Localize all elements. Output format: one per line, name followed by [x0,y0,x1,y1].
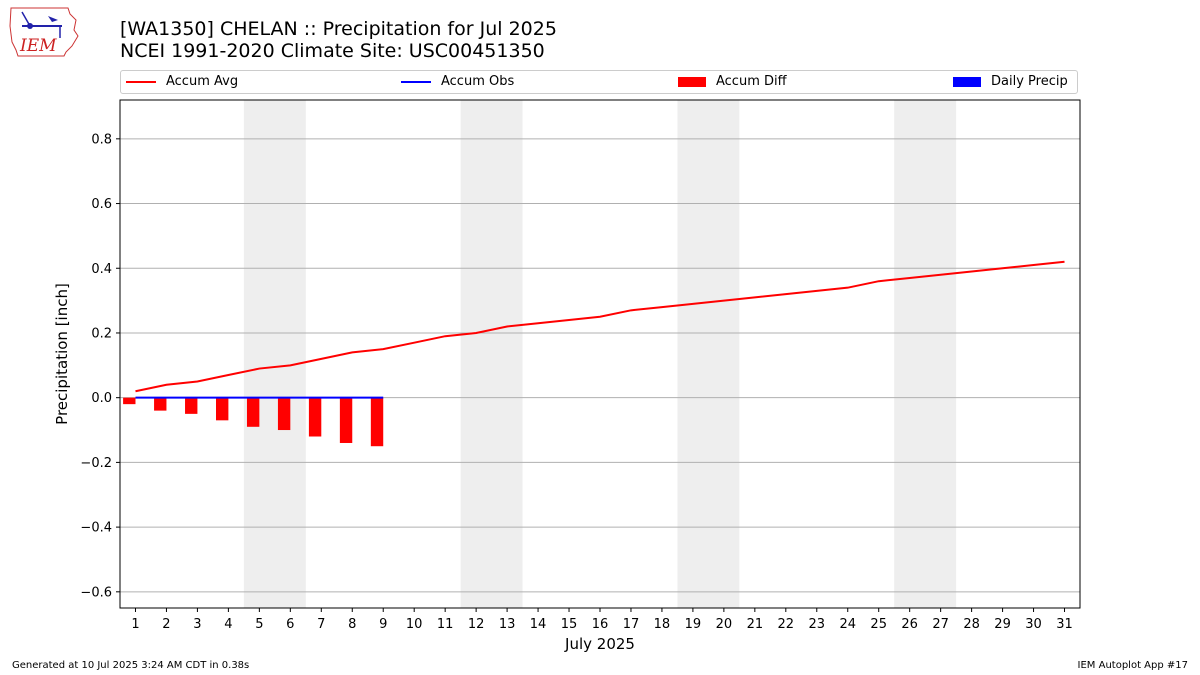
legend-swatch-accum-avg [126,80,156,83]
x-tick-label: 23 [809,617,826,632]
x-tick-label: 1 [131,617,139,632]
x-tick-label: 27 [932,617,949,632]
x-tick-label: 19 [685,617,702,632]
x-tick-label: 5 [255,617,263,632]
x-tick-label: 16 [592,617,609,632]
x-tick-label: 4 [224,617,232,632]
legend-swatch-accum-obs [401,80,431,83]
y-axis-label: Precipitation [inch] [53,283,71,425]
x-axis-label: July 2025 [564,635,635,653]
bar-accum-diff [277,397,291,431]
x-tick-label: 30 [1025,617,1042,632]
legend-item-accum-diff: Accum Diff [678,74,787,89]
y-tick-label: 0.6 [91,197,112,212]
title-line-1: [WA1350] CHELAN :: Precipitation for Jul… [120,18,557,40]
x-tick-label: 15 [561,617,578,632]
weekend-band-1 [460,100,523,608]
y-tick-label: 0.0 [91,391,112,406]
diff-bars [123,397,384,447]
x-tick-label: 6 [286,617,294,632]
x-tick-label: 8 [348,617,356,632]
x-tick-label: 29 [994,617,1011,632]
series-lines [135,260,1065,399]
iem-logo: IEM [8,6,80,58]
legend-item-accum-avg: Accum Avg [126,74,238,89]
x-tick-label: 14 [530,617,547,632]
legend-label-accum-avg: Accum Avg [166,74,239,89]
x-tick-label: 18 [654,617,671,632]
chart-title: [WA1350] CHELAN :: Precipitation for Jul… [120,18,557,62]
y-axis-ticks: −0.6 −0.4 −0.2 0.0 0.2 0.4 0.6 0.8 [80,132,120,600]
x-tick-label: 11 [437,617,454,632]
x-tick-label: 25 [870,617,887,632]
x-tick-label: 13 [499,617,516,632]
x-tick-label: 10 [406,617,423,632]
y-tick-label: 0.8 [91,132,112,147]
footer-app: IEM Autoplot App #17 [1077,660,1188,671]
legend-swatch-daily-precip [953,76,981,87]
bar-accum-diff [308,397,322,437]
bar-accum-diff [216,397,229,421]
y-tick-label: −0.2 [80,456,112,471]
x-tick-label: 20 [716,617,733,632]
footer-generated: Generated at 10 Jul 2025 3:24 AM CDT in … [12,660,250,671]
x-tick-label: 3 [193,617,201,632]
y-tick-label: −0.6 [80,585,112,600]
x-tick-label: 28 [963,617,980,632]
x-tick-label: 12 [468,617,485,632]
x-tick-label: 24 [839,617,856,632]
legend-label-daily-precip: Daily Precip [991,74,1068,89]
weekend-band-0 [243,100,306,608]
x-tick-label: 7 [317,617,325,632]
title-line-2: NCEI 1991-2020 Climate Site: USC00451350 [120,40,545,62]
x-tick-label: 9 [379,617,387,632]
x-axis-ticks: 1 2 3 4 5 6 7 8 9 10 11 12 13 14 15 16 17 18 19 20 21 22 23 24 2… [131,608,1073,632]
x-tick-label: 31 [1056,617,1073,632]
x-tick-label: 21 [747,617,764,632]
legend: Accum Avg Accum Obs Accum Diff Daily Pre… [120,70,1078,94]
bar-accum-diff [154,397,167,411]
y-tick-label: 0.2 [91,326,112,341]
weekend-bands [243,100,957,608]
weekend-band-2 [677,100,740,608]
logo-text: IEM [19,36,57,56]
bar-accum-diff [246,397,260,427]
legend-swatch-accum-diff [678,76,706,87]
legend-item-accum-obs: Accum Obs [401,74,514,89]
bar-accum-diff [370,397,384,447]
x-tick-label: 26 [901,617,918,632]
y-tick-label: −0.4 [80,521,112,536]
bar-accum-diff [123,397,136,405]
line-accum-avg [135,260,1065,393]
x-tick-label: 17 [623,617,640,632]
legend-item-daily-precip: Daily Precip [953,74,1068,89]
legend-label-accum-obs: Accum Obs [441,74,515,89]
y-tick-label: 0.4 [91,262,112,277]
legend-label-accum-diff: Accum Diff [716,74,787,89]
bar-accum-diff [339,397,353,443]
weekend-band-3 [894,100,957,608]
y-gridlines [120,138,1080,593]
x-tick-label: 2 [162,617,170,632]
bar-accum-diff [185,397,198,414]
x-tick-label: 22 [778,617,795,632]
